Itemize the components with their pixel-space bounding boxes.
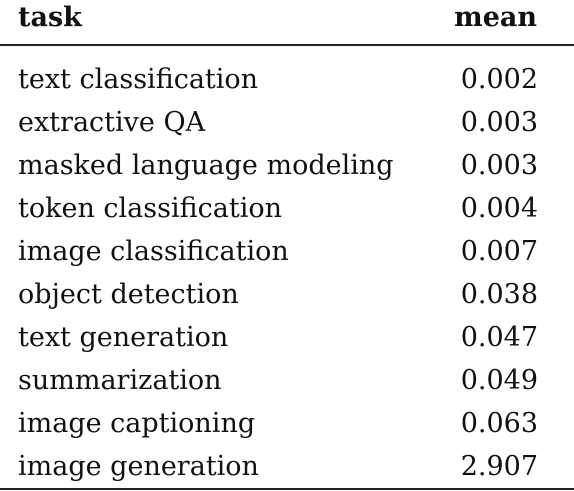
task-cell: image generation <box>18 451 259 482</box>
task-cell: masked language modeling <box>18 150 394 181</box>
column-header-mean: mean <box>454 2 537 33</box>
mean-cell: 0.004 <box>460 193 538 224</box>
mean-cell: 0.063 <box>460 408 538 439</box>
task-cell: token classification <box>18 193 282 224</box>
table-row: masked language modeling 0.003 <box>0 144 574 187</box>
mean-cell: 2.907 <box>460 451 538 482</box>
task-cell: image classification <box>18 236 289 267</box>
table-row: object detection 0.038 <box>0 273 574 316</box>
mean-cell: 0.047 <box>460 322 538 353</box>
table-row: token classification 0.004 <box>0 187 574 230</box>
mean-cell: 0.049 <box>460 365 538 396</box>
mean-cell: 0.003 <box>460 107 538 138</box>
table-row: image generation 2.907 <box>0 445 574 488</box>
task-cell: text classification <box>18 64 259 95</box>
mean-cell: 0.003 <box>460 150 538 181</box>
table-body: text classification 0.002 extractive QA … <box>0 58 574 488</box>
mean-cell: 0.002 <box>460 64 538 95</box>
table-row: image classification 0.007 <box>0 230 574 273</box>
table-row: text classification 0.002 <box>0 58 574 101</box>
table-row: extractive QA 0.003 <box>0 101 574 144</box>
task-cell: summarization <box>18 365 222 396</box>
header-rule <box>0 44 574 46</box>
task-cell: extractive QA <box>18 107 206 138</box>
mean-cell: 0.038 <box>460 279 538 310</box>
mean-cell: 0.007 <box>460 236 538 267</box>
table-row: summarization 0.049 <box>0 359 574 402</box>
table-row: image captioning 0.063 <box>0 402 574 445</box>
table-header: task mean <box>0 0 574 44</box>
task-cell: image captioning <box>18 408 256 439</box>
task-cell: object detection <box>18 279 239 310</box>
column-header-task: task <box>18 2 82 33</box>
table-row: text generation 0.047 <box>0 316 574 359</box>
task-cell: text generation <box>18 322 229 353</box>
bottom-rule <box>0 488 574 490</box>
